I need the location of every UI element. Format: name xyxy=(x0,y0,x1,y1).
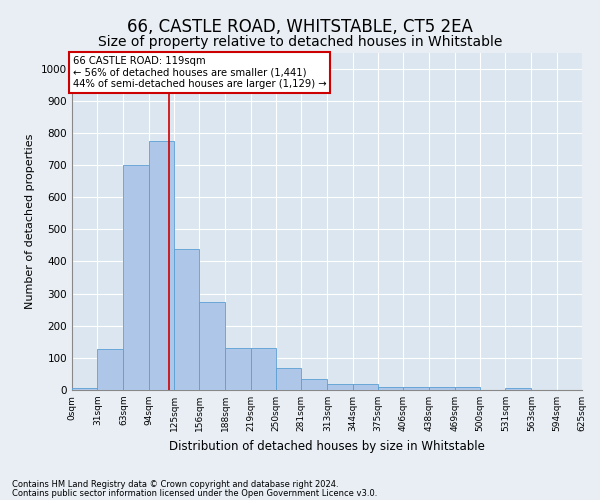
Text: Contains HM Land Registry data © Crown copyright and database right 2024.: Contains HM Land Registry data © Crown c… xyxy=(12,480,338,489)
Bar xyxy=(251,348,276,390)
Y-axis label: Number of detached properties: Number of detached properties xyxy=(25,134,35,309)
Text: 66, CASTLE ROAD, WHITSTABLE, CT5 2EA: 66, CASTLE ROAD, WHITSTABLE, CT5 2EA xyxy=(127,18,473,36)
Bar xyxy=(174,248,199,390)
Bar xyxy=(276,368,301,390)
Bar xyxy=(430,387,455,390)
Bar xyxy=(328,384,353,390)
Bar xyxy=(226,348,251,390)
Bar xyxy=(124,165,149,390)
Bar xyxy=(505,388,532,390)
Bar xyxy=(455,387,480,390)
Bar xyxy=(72,388,97,390)
Bar xyxy=(353,384,378,390)
Text: Contains public sector information licensed under the Open Government Licence v3: Contains public sector information licen… xyxy=(12,488,377,498)
Bar xyxy=(149,141,174,390)
X-axis label: Distribution of detached houses by size in Whitstable: Distribution of detached houses by size … xyxy=(169,440,485,452)
Text: Size of property relative to detached houses in Whitstable: Size of property relative to detached ho… xyxy=(98,35,502,49)
Bar xyxy=(97,349,124,390)
Bar xyxy=(403,387,430,390)
Text: 66 CASTLE ROAD: 119sqm
← 56% of detached houses are smaller (1,441)
44% of semi-: 66 CASTLE ROAD: 119sqm ← 56% of detached… xyxy=(73,56,326,89)
Bar xyxy=(301,379,328,390)
Bar xyxy=(378,387,403,390)
Bar xyxy=(199,302,226,390)
